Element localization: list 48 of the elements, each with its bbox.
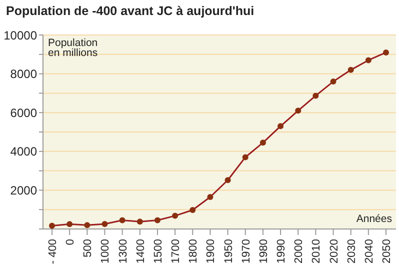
x-tick-label: - 400 <box>47 239 59 264</box>
y-tick-label: 10000 <box>4 28 38 42</box>
point <box>383 49 389 56</box>
x-tick-label: 1950 <box>222 239 235 264</box>
point <box>278 123 284 130</box>
point <box>49 222 55 229</box>
y-tick-label: 4000 <box>10 144 38 159</box>
x-tick-label: 2010 <box>310 239 323 264</box>
point <box>136 218 143 225</box>
x-tick-label: 1300 <box>117 239 130 264</box>
x-tick-label: 2040 <box>363 239 376 264</box>
point <box>330 78 336 85</box>
x-tick-label: 2020 <box>328 239 340 264</box>
point <box>190 206 196 213</box>
x-tick-label: 1000 <box>100 239 112 264</box>
x-tick-label: 2000 <box>293 239 306 264</box>
point <box>365 57 372 64</box>
x-tick-label: 1700 <box>170 239 182 264</box>
x-tick-label: 1970 <box>240 239 252 264</box>
point <box>295 108 302 114</box>
point <box>84 222 90 228</box>
x-tick-label: 500 <box>82 239 94 258</box>
point <box>172 212 178 219</box>
x-tick-label: 1980 <box>258 239 270 264</box>
point <box>242 154 248 160</box>
point <box>207 194 214 200</box>
point <box>102 220 108 227</box>
chart-title: Population de -400 avant JC à aujourd'hui <box>6 4 254 18</box>
y-tick-label: 6000 <box>10 106 38 120</box>
point <box>224 177 231 184</box>
x-tick-label: 0 <box>64 239 77 246</box>
y-axis-title: Population en millions <box>48 37 99 59</box>
x-tick-label: 1900 <box>205 239 218 264</box>
x-tick-label: 2030 <box>346 239 358 264</box>
x-tick-label: 1990 <box>276 239 288 264</box>
x-tick-label: 2050 <box>381 239 393 264</box>
point <box>260 140 266 146</box>
y-tick-label: 8000 <box>10 67 38 82</box>
x-tick-label: 1500 <box>152 239 164 264</box>
x-tick-label: 1800 <box>188 239 200 264</box>
point <box>348 66 354 73</box>
point <box>66 221 73 228</box>
x-tick-label: 1400 <box>134 239 147 264</box>
y-tick-label: 2000 <box>10 183 38 198</box>
point <box>154 217 160 224</box>
point <box>119 217 126 224</box>
x-axis-title: Années <box>356 213 392 225</box>
point <box>312 92 319 99</box>
